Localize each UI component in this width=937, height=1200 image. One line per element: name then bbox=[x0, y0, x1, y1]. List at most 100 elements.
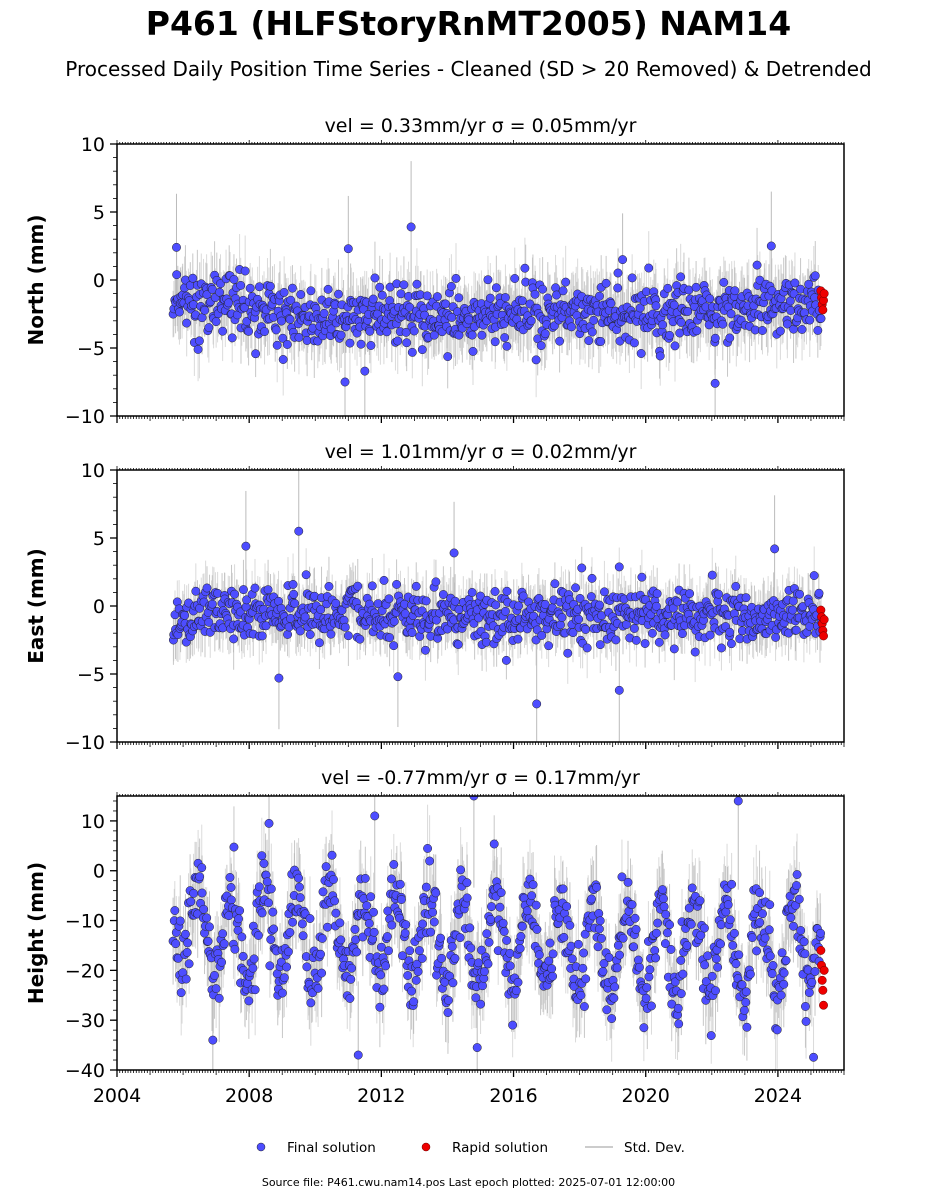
panel-title: vel = 0.33mm/yr σ = 0.05mm/yr bbox=[325, 115, 637, 137]
final-solution-point bbox=[191, 586, 201, 596]
final-solution-point bbox=[263, 585, 273, 595]
final-solution-point bbox=[331, 598, 341, 608]
panel-east: −10 −5 0 5 10 vel = 1.01mm/yr σ = 0.02mm/yr Ea… bbox=[24, 441, 845, 754]
final-solution-point bbox=[513, 634, 523, 644]
final-solution-point bbox=[288, 579, 298, 589]
final-solution-point bbox=[804, 279, 814, 289]
final-solution-point bbox=[550, 579, 560, 589]
final-solution-point bbox=[631, 635, 641, 645]
final-solution-point bbox=[229, 634, 239, 644]
rapid-solution-point bbox=[819, 289, 829, 299]
final-solution-point bbox=[366, 341, 376, 350]
y-tick-label: −5 bbox=[77, 338, 105, 360]
final-solution-point bbox=[500, 606, 510, 616]
final-solution-point bbox=[368, 294, 378, 304]
final-solution-point bbox=[393, 672, 403, 682]
final-solution-point bbox=[797, 325, 807, 334]
final-solution-point bbox=[651, 301, 661, 311]
panel-title: vel = 1.01mm/yr σ = 0.02mm/yr bbox=[325, 441, 637, 463]
final-solution-point bbox=[690, 647, 700, 657]
final-solution-point bbox=[245, 283, 255, 293]
final-solution-point bbox=[599, 587, 609, 597]
chart-main-title: P461 (HLFStoryRnMT2005) NAM14 bbox=[145, 4, 792, 43]
final-solution-point bbox=[389, 641, 399, 651]
final-solution-point bbox=[360, 366, 370, 376]
final-solution-point bbox=[323, 284, 333, 294]
final-solution-point bbox=[447, 312, 457, 322]
final-solution-point bbox=[730, 286, 740, 296]
final-solution-point bbox=[766, 241, 776, 251]
final-solution-point bbox=[531, 355, 541, 365]
final-solution-point bbox=[536, 341, 546, 351]
final-solution-point bbox=[204, 617, 214, 627]
final-solution-point bbox=[300, 612, 310, 622]
final-solution-point bbox=[365, 326, 375, 336]
final-solution-point bbox=[500, 293, 510, 302]
final-solution-point bbox=[655, 351, 665, 361]
final-solution-point bbox=[375, 282, 385, 292]
final-solution-point bbox=[254, 282, 264, 292]
final-solution-point bbox=[670, 341, 680, 351]
final-solution-point bbox=[464, 315, 474, 325]
final-solution-point bbox=[813, 326, 823, 335]
final-solution-point bbox=[526, 316, 536, 326]
final-solution-point bbox=[716, 643, 726, 653]
final-solution-point bbox=[517, 296, 527, 306]
final-solution-point bbox=[454, 293, 464, 303]
final-solution-point bbox=[239, 585, 248, 595]
final-solution-point bbox=[741, 593, 751, 603]
final-solution-point bbox=[446, 281, 456, 291]
final-solution-point bbox=[271, 325, 281, 335]
final-solution-point bbox=[389, 616, 399, 626]
final-solution-point bbox=[596, 337, 606, 346]
final-solution-point bbox=[334, 289, 343, 299]
final-solution-point bbox=[502, 586, 512, 596]
final-solution-point bbox=[555, 336, 565, 346]
final-solution-point bbox=[379, 575, 389, 585]
final-solution-point bbox=[278, 355, 288, 364]
final-solution-point bbox=[278, 333, 288, 343]
final-solution-point bbox=[277, 316, 286, 326]
y-tick-label: 0 bbox=[93, 270, 105, 292]
final-solution-point bbox=[295, 626, 305, 636]
final-solution-point bbox=[296, 290, 306, 299]
final-solution-point bbox=[614, 685, 624, 695]
y-tick-label: 10 bbox=[81, 134, 105, 156]
final-solution-point bbox=[453, 640, 463, 649]
final-solution-point bbox=[193, 344, 203, 354]
final-solution-point bbox=[552, 290, 562, 300]
final-solution-point bbox=[355, 634, 365, 644]
final-solution-point bbox=[582, 643, 592, 653]
final-solution-point bbox=[301, 570, 311, 580]
final-solution-point bbox=[294, 526, 304, 536]
final-solution-point bbox=[500, 333, 510, 343]
final-solution-point bbox=[172, 242, 181, 252]
final-solution-point bbox=[816, 314, 826, 323]
final-solution-point bbox=[601, 278, 611, 288]
final-solution-point bbox=[286, 295, 296, 305]
final-solution-point bbox=[314, 638, 324, 648]
final-solution-point bbox=[567, 322, 576, 332]
final-solution-point bbox=[571, 583, 580, 593]
y-tick-label: 10 bbox=[81, 460, 105, 482]
final-solution-point bbox=[771, 632, 781, 642]
final-solution-point bbox=[294, 332, 304, 342]
final-solution-point bbox=[540, 329, 550, 339]
final-solution-point bbox=[468, 346, 478, 356]
final-solution-point bbox=[406, 222, 416, 232]
final-solution-point bbox=[353, 581, 363, 591]
final-solution-point bbox=[415, 631, 425, 641]
final-solution-point bbox=[260, 327, 269, 337]
final-solution-point bbox=[467, 587, 477, 597]
final-solution-point bbox=[637, 572, 647, 582]
final-solution-point bbox=[691, 282, 701, 292]
final-solution-point bbox=[194, 336, 204, 346]
y-tick-label: 0 bbox=[93, 596, 105, 618]
final-solution-point bbox=[285, 314, 295, 324]
final-solution-point bbox=[540, 599, 550, 609]
final-solution-point bbox=[641, 287, 651, 297]
final-solution-point bbox=[200, 305, 210, 315]
final-solution-point bbox=[227, 333, 237, 343]
rapid-points-north bbox=[816, 286, 829, 315]
